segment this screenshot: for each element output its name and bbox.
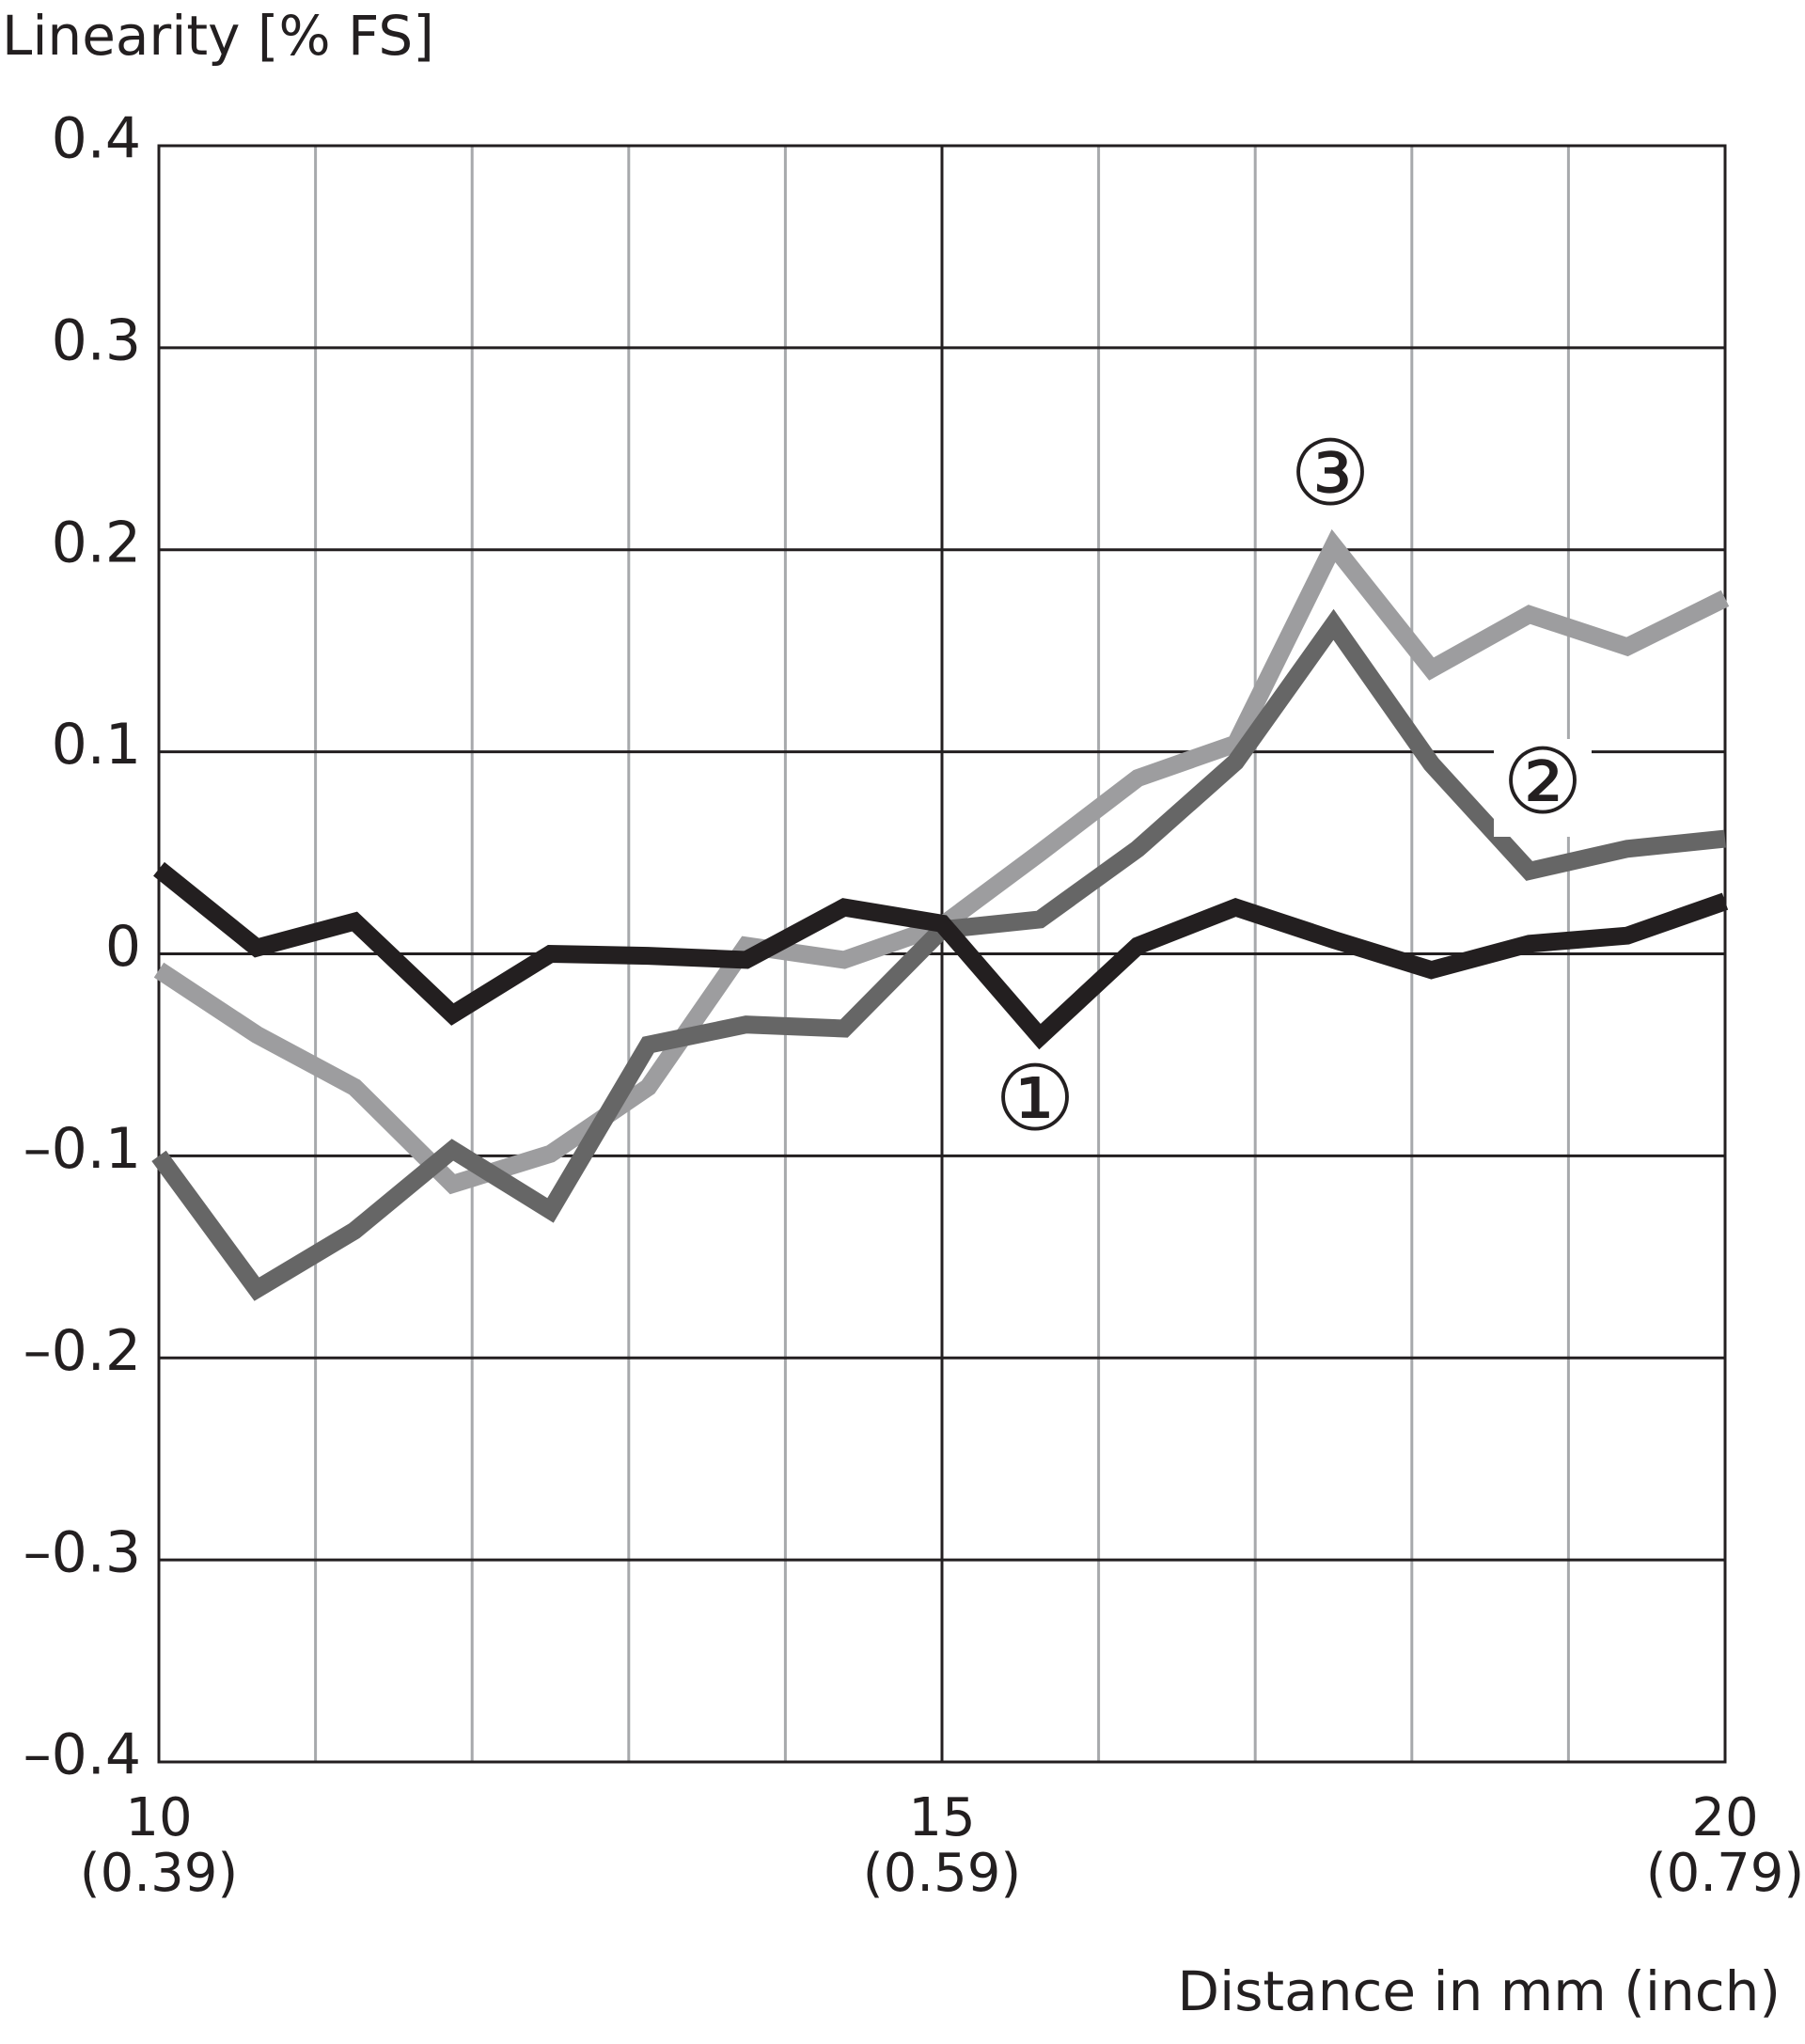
x-tick-label: 20 (0.79)	[1645, 1787, 1805, 1904]
y-tick-label: 0.1	[52, 712, 141, 778]
series-label: ①	[995, 1046, 1075, 1151]
y-tick-label: –0.4	[24, 1722, 141, 1788]
y-tick-label: 0.3	[52, 307, 141, 373]
y-tick-label: 0.2	[52, 510, 141, 575]
y-tick-label: 0.4	[52, 106, 141, 172]
y-tick-label: –0.1	[24, 1116, 141, 1182]
label-background	[1494, 739, 1592, 837]
series-label: ②	[1502, 729, 1583, 834]
x-tick-label: 10 (0.39)	[79, 1787, 239, 1904]
y-axis-label: Linearity [% FS]	[2, 4, 434, 68]
series-label: ③	[1290, 420, 1371, 526]
y-tick-label: –0.2	[24, 1318, 141, 1384]
x-tick-label: 15 (0.59)	[862, 1787, 1022, 1904]
plot-frame	[157, 144, 1727, 1764]
x-axis-label: Distance in mm (inch)	[1177, 1959, 1781, 2023]
y-tick-label: –0.3	[24, 1520, 141, 1586]
y-tick-label: 0	[105, 914, 141, 980]
series-line	[153, 861, 1729, 1050]
